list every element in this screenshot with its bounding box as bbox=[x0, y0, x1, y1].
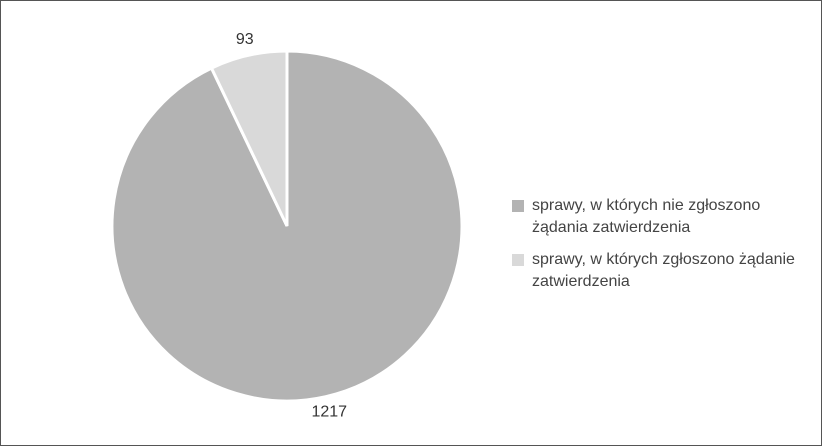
data-label: 1217 bbox=[311, 403, 347, 420]
legend-swatch bbox=[512, 254, 524, 266]
legend-label: sprawy, w których zgłoszono żądanie zatw… bbox=[532, 251, 795, 290]
legend-item: sprawy, w których nie zgłoszono żądania … bbox=[512, 195, 802, 239]
legend: sprawy, w których nie zgłoszono żądania … bbox=[512, 195, 802, 303]
legend-label: sprawy, w których nie zgłoszono żądania … bbox=[532, 197, 761, 236]
pie-slice bbox=[209, 49, 289, 227]
legend-item: sprawy, w których zgłoszono żądanie zatw… bbox=[512, 249, 802, 293]
legend-swatch bbox=[512, 200, 524, 212]
data-label: 93 bbox=[236, 31, 254, 48]
